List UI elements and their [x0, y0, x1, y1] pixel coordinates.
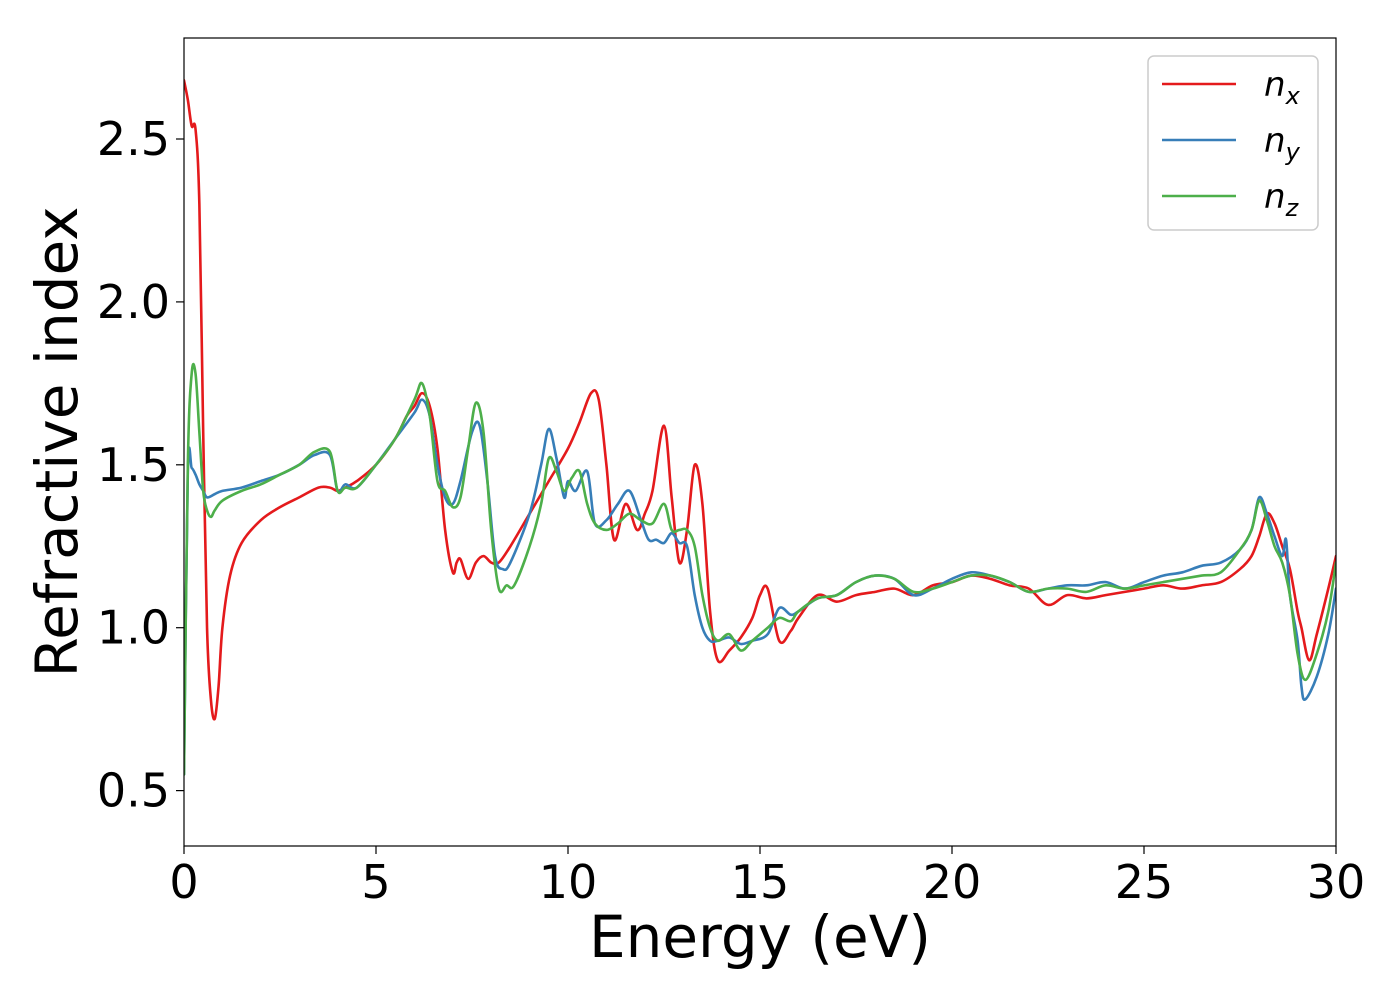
series-line-n-z: [184, 362, 1336, 776]
series-line-n-x: [184, 79, 1336, 721]
y-tick-label: 2.5: [97, 112, 170, 166]
x-tick-label: 15: [731, 855, 790, 909]
y-tick-label: 0.5: [97, 764, 170, 818]
x-tick-label: 10: [539, 855, 598, 909]
series-layer: [184, 79, 1336, 776]
x-tick-label: 0: [169, 855, 198, 909]
legend-label-n-z: nz: [1264, 177, 1300, 222]
x-tick-label: 5: [361, 855, 390, 909]
x-axis-label: Energy (eV): [589, 903, 931, 971]
plot-area-background: [184, 38, 1336, 846]
y-axis: 0.5 1.0 1.5 2.0 2.5: [97, 112, 184, 818]
x-tick-label: 20: [923, 855, 982, 909]
legend-box: [1147, 55, 1319, 231]
y-axis-label: Refractive index: [23, 206, 91, 677]
x-tick-label: 30: [1307, 855, 1366, 909]
y-tick-label: 1.0: [97, 601, 170, 655]
y-tick-label: 1.5: [97, 438, 170, 492]
legend-label-n-x: nx: [1264, 65, 1301, 110]
x-tick-label: 25: [1115, 855, 1174, 909]
legend: nx ny nz: [1147, 55, 1319, 231]
y-tick-label: 2.0: [97, 275, 170, 329]
x-axis: 0 5 10 15 20 25 30: [169, 846, 1365, 909]
legend-label-n-y: ny: [1264, 121, 1301, 166]
